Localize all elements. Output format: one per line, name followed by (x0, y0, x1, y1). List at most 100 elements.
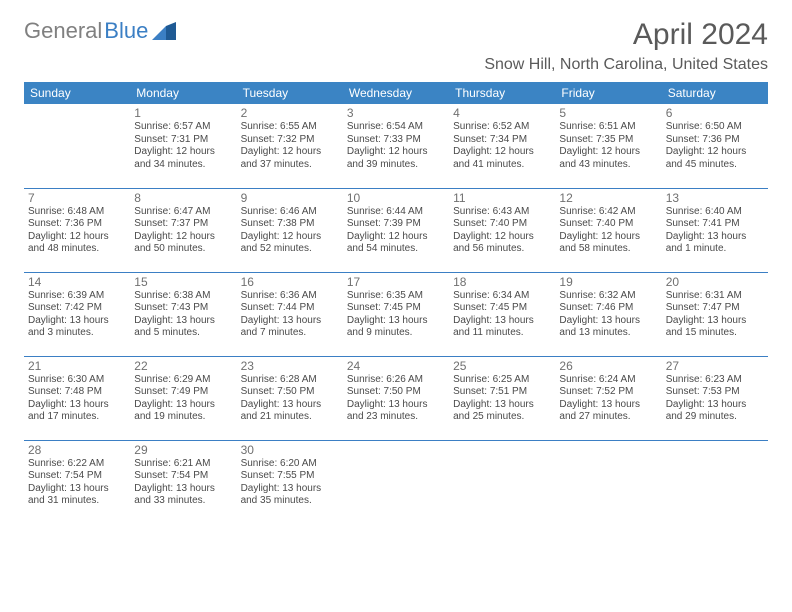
daylight-line: Daylight: 13 hours and 33 minutes. (134, 483, 232, 508)
sunset-line: Sunset: 7:41 PM (666, 218, 764, 231)
month-title: April 2024 (484, 18, 768, 52)
day-number: 10 (347, 191, 445, 205)
calendar-row: 14Sunrise: 6:39 AMSunset: 7:42 PMDayligh… (24, 272, 768, 356)
sunset-line: Sunset: 7:43 PM (134, 302, 232, 315)
sunset-line: Sunset: 7:51 PM (453, 386, 551, 399)
sunrise-line: Sunrise: 6:42 AM (559, 206, 657, 219)
day-number: 19 (559, 275, 657, 289)
daylight-line: Daylight: 12 hours and 48 minutes. (28, 231, 126, 256)
sunrise-line: Sunrise: 6:48 AM (28, 206, 126, 219)
sunset-line: Sunset: 7:45 PM (347, 302, 445, 315)
calendar-cell: 15Sunrise: 6:38 AMSunset: 7:43 PMDayligh… (130, 272, 236, 356)
day-number: 1 (134, 106, 232, 120)
calendar-cell (449, 440, 555, 524)
day-number: 11 (453, 191, 551, 205)
day-header: Thursday (449, 82, 555, 104)
calendar-cell: 6Sunrise: 6:50 AMSunset: 7:36 PMDaylight… (662, 104, 768, 188)
calendar-cell: 29Sunrise: 6:21 AMSunset: 7:54 PMDayligh… (130, 440, 236, 524)
sunset-line: Sunset: 7:38 PM (241, 218, 339, 231)
day-header: Tuesday (237, 82, 343, 104)
sunrise-line: Sunrise: 6:26 AM (347, 374, 445, 387)
day-number: 2 (241, 106, 339, 120)
sunset-line: Sunset: 7:45 PM (453, 302, 551, 315)
sunrise-line: Sunrise: 6:43 AM (453, 206, 551, 219)
sunrise-line: Sunrise: 6:36 AM (241, 290, 339, 303)
daylight-line: Daylight: 13 hours and 5 minutes. (134, 315, 232, 340)
sunset-line: Sunset: 7:48 PM (28, 386, 126, 399)
daylight-line: Daylight: 12 hours and 56 minutes. (453, 231, 551, 256)
calendar-table: SundayMondayTuesdayWednesdayThursdayFrid… (24, 82, 768, 524)
sunrise-line: Sunrise: 6:55 AM (241, 121, 339, 134)
day-number: 24 (347, 359, 445, 373)
calendar-cell: 26Sunrise: 6:24 AMSunset: 7:52 PMDayligh… (555, 356, 661, 440)
sunrise-line: Sunrise: 6:29 AM (134, 374, 232, 387)
sunset-line: Sunset: 7:36 PM (28, 218, 126, 231)
calendar-cell: 4Sunrise: 6:52 AMSunset: 7:34 PMDaylight… (449, 104, 555, 188)
day-number: 8 (134, 191, 232, 205)
day-number: 23 (241, 359, 339, 373)
logo-text-2: Blue (104, 18, 148, 44)
daylight-line: Daylight: 13 hours and 35 minutes. (241, 483, 339, 508)
daylight-line: Daylight: 13 hours and 7 minutes. (241, 315, 339, 340)
sunset-line: Sunset: 7:35 PM (559, 134, 657, 147)
logo-text-1: General (24, 18, 102, 44)
day-number: 30 (241, 443, 339, 457)
calendar-cell: 14Sunrise: 6:39 AMSunset: 7:42 PMDayligh… (24, 272, 130, 356)
day-number: 21 (28, 359, 126, 373)
sunset-line: Sunset: 7:47 PM (666, 302, 764, 315)
daylight-line: Daylight: 12 hours and 37 minutes. (241, 146, 339, 171)
sunset-line: Sunset: 7:31 PM (134, 134, 232, 147)
sunset-line: Sunset: 7:44 PM (241, 302, 339, 315)
day-number: 18 (453, 275, 551, 289)
sunrise-line: Sunrise: 6:44 AM (347, 206, 445, 219)
day-number: 14 (28, 275, 126, 289)
sunrise-line: Sunrise: 6:23 AM (666, 374, 764, 387)
calendar-cell: 23Sunrise: 6:28 AMSunset: 7:50 PMDayligh… (237, 356, 343, 440)
calendar-cell: 2Sunrise: 6:55 AMSunset: 7:32 PMDaylight… (237, 104, 343, 188)
sunset-line: Sunset: 7:50 PM (241, 386, 339, 399)
day-number: 15 (134, 275, 232, 289)
sunrise-line: Sunrise: 6:21 AM (134, 458, 232, 471)
daylight-line: Daylight: 13 hours and 29 minutes. (666, 399, 764, 424)
calendar-cell: 12Sunrise: 6:42 AMSunset: 7:40 PMDayligh… (555, 188, 661, 272)
sunrise-line: Sunrise: 6:57 AM (134, 121, 232, 134)
logo-icon (152, 22, 176, 40)
sunset-line: Sunset: 7:55 PM (241, 470, 339, 483)
sunrise-line: Sunrise: 6:40 AM (666, 206, 764, 219)
sunrise-line: Sunrise: 6:52 AM (453, 121, 551, 134)
calendar-cell: 20Sunrise: 6:31 AMSunset: 7:47 PMDayligh… (662, 272, 768, 356)
location: Snow Hill, North Carolina, United States (484, 56, 768, 74)
calendar-cell: 27Sunrise: 6:23 AMSunset: 7:53 PMDayligh… (662, 356, 768, 440)
day-number: 20 (666, 275, 764, 289)
sunset-line: Sunset: 7:40 PM (559, 218, 657, 231)
sunset-line: Sunset: 7:54 PM (134, 470, 232, 483)
calendar-cell: 30Sunrise: 6:20 AMSunset: 7:55 PMDayligh… (237, 440, 343, 524)
calendar-cell: 21Sunrise: 6:30 AMSunset: 7:48 PMDayligh… (24, 356, 130, 440)
calendar-cell: 3Sunrise: 6:54 AMSunset: 7:33 PMDaylight… (343, 104, 449, 188)
daylight-line: Daylight: 12 hours and 43 minutes. (559, 146, 657, 171)
sunrise-line: Sunrise: 6:31 AM (666, 290, 764, 303)
sunset-line: Sunset: 7:50 PM (347, 386, 445, 399)
sunrise-line: Sunrise: 6:28 AM (241, 374, 339, 387)
day-number: 28 (28, 443, 126, 457)
sunrise-line: Sunrise: 6:46 AM (241, 206, 339, 219)
daylight-line: Daylight: 13 hours and 1 minute. (666, 231, 764, 256)
day-header: Wednesday (343, 82, 449, 104)
calendar-cell (555, 440, 661, 524)
calendar-cell: 22Sunrise: 6:29 AMSunset: 7:49 PMDayligh… (130, 356, 236, 440)
daylight-line: Daylight: 12 hours and 54 minutes. (347, 231, 445, 256)
day-number: 3 (347, 106, 445, 120)
daylight-line: Daylight: 13 hours and 23 minutes. (347, 399, 445, 424)
sunset-line: Sunset: 7:37 PM (134, 218, 232, 231)
daylight-line: Daylight: 13 hours and 15 minutes. (666, 315, 764, 340)
sunset-line: Sunset: 7:42 PM (28, 302, 126, 315)
daylight-line: Daylight: 12 hours and 39 minutes. (347, 146, 445, 171)
daylight-line: Daylight: 12 hours and 50 minutes. (134, 231, 232, 256)
logo: GeneralBlue (24, 18, 176, 44)
daylight-line: Daylight: 13 hours and 17 minutes. (28, 399, 126, 424)
sunset-line: Sunset: 7:54 PM (28, 470, 126, 483)
day-number: 12 (559, 191, 657, 205)
sunrise-line: Sunrise: 6:25 AM (453, 374, 551, 387)
sunset-line: Sunset: 7:34 PM (453, 134, 551, 147)
day-number: 6 (666, 106, 764, 120)
